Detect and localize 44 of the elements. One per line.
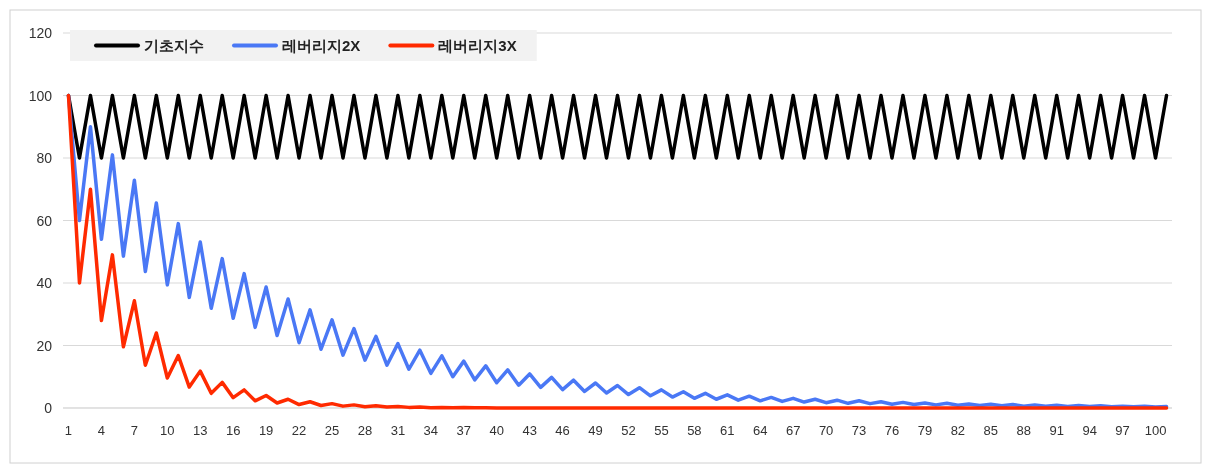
x-tick-label: 40: [489, 423, 504, 438]
x-tick-label: 55: [654, 423, 669, 438]
x-tick-label: 73: [851, 423, 867, 438]
x-tick-label: 1: [64, 423, 73, 438]
y-tick-label: 0: [44, 400, 53, 416]
y-tick-label: 40: [36, 275, 53, 291]
x-tick-label: 49: [588, 423, 603, 438]
x-tick-label: 94: [1082, 423, 1097, 438]
x-tick-label: 37: [456, 423, 472, 438]
x-tick-label: 25: [324, 423, 340, 438]
x-tick-label: 28: [357, 423, 373, 438]
x-tick-label: 58: [687, 423, 702, 438]
x-tick-label: 88: [1016, 423, 1031, 438]
x-tick-label: 70: [818, 423, 834, 438]
x-tick-label: 46: [555, 423, 570, 438]
x-tick-label: 43: [522, 423, 537, 438]
x-tick-label: 100: [1144, 423, 1167, 438]
x-tick-label: 79: [917, 423, 933, 438]
legend-label: 레버리지2X: [282, 37, 361, 54]
x-tick-label: 31: [390, 423, 406, 438]
x-tick-label: 7: [130, 423, 138, 438]
x-tick-label: 91: [1049, 423, 1064, 438]
x-tick-label: 19: [258, 423, 274, 438]
x-tick-label: 13: [193, 423, 208, 438]
x-tick-label: 67: [785, 423, 801, 438]
x-tick-label: 97: [1115, 423, 1130, 438]
y-tick-label: 20: [36, 337, 53, 354]
legend-label: 레버리지3X: [438, 37, 517, 54]
x-tick-label: 85: [983, 423, 999, 438]
x-tick-label: 61: [720, 423, 735, 438]
x-tick-label: 22: [291, 423, 307, 438]
x-tick-label: 10: [160, 423, 175, 438]
x-tick-label: 82: [950, 423, 966, 438]
x-tick-label: 4: [97, 423, 106, 438]
y-tick-label: 120: [28, 25, 53, 41]
legend-label: 기초지수: [144, 37, 204, 54]
y-tick-label: 60: [36, 212, 53, 229]
x-tick-label: 64: [753, 423, 768, 438]
x-tick-label: 52: [621, 423, 636, 438]
x-tick-label: 76: [884, 423, 900, 438]
y-tick-label: 100: [28, 87, 53, 104]
x-tick-label: 16: [225, 423, 241, 438]
y-tick-label: 80: [36, 150, 53, 166]
x-tick-label: 34: [423, 423, 439, 438]
